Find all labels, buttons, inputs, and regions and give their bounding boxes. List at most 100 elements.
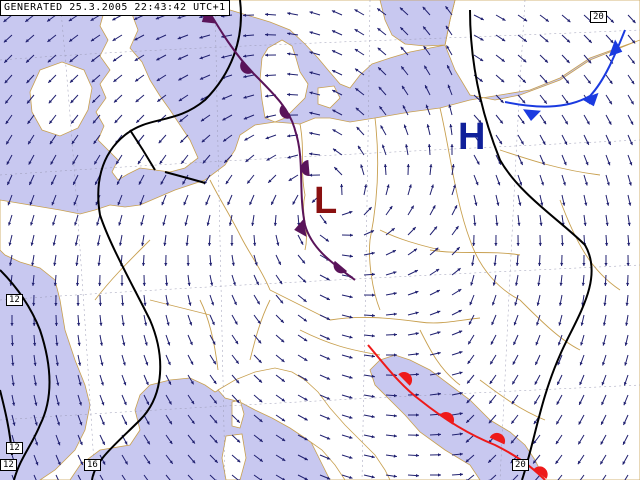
wind-arrow	[489, 374, 497, 385]
wind-arrow	[287, 32, 299, 36]
wind-arrow	[539, 134, 546, 145]
wind-arrow	[231, 274, 236, 286]
wind-arrow	[50, 154, 57, 165]
wind-arrow	[165, 454, 174, 465]
wind-arrow	[121, 454, 129, 465]
wind-arrow	[605, 194, 610, 206]
wind-arrow	[199, 54, 211, 60]
wind-arrow	[187, 314, 193, 326]
wind-arrow	[209, 294, 214, 306]
wind-arrow	[69, 54, 79, 63]
wind-arrow	[471, 254, 475, 266]
wind-arrow	[538, 234, 542, 247]
wind-arrows	[3, 5, 636, 480]
wind-arrow	[341, 394, 353, 399]
wind-arrow	[187, 374, 195, 385]
wind-arrow	[426, 124, 431, 136]
wind-arrow	[605, 74, 613, 85]
wind-arrow	[54, 294, 58, 307]
wind-arrow	[354, 28, 365, 36]
wind-arrow	[11, 374, 15, 386]
isobar-value-label: 20	[512, 459, 529, 471]
wind-arrow	[46, 14, 57, 22]
wind-arrow	[580, 314, 585, 326]
wind-arrow	[406, 163, 410, 176]
wind-arrow	[231, 434, 241, 443]
wind-arrow	[275, 454, 286, 462]
wind-arrow	[539, 74, 548, 84]
wind-arrow	[341, 334, 353, 339]
wind-arrow	[605, 234, 609, 247]
wind-arrow	[297, 254, 306, 264]
wind-arrow	[209, 334, 216, 345]
wind-arrow	[178, 94, 189, 102]
wind-arrow	[583, 34, 593, 44]
wind-arrow	[231, 354, 240, 365]
wind-arrow	[561, 94, 569, 105]
wind-arrow	[407, 453, 420, 457]
wind-arrow	[71, 134, 79, 145]
wind-arrow	[143, 394, 150, 406]
wind-arrow	[561, 34, 571, 43]
wind-arrow	[583, 74, 592, 85]
wind-arrow	[407, 290, 419, 296]
wind-arrow	[143, 314, 148, 326]
wind-arrow	[517, 14, 528, 22]
landmass-denmark	[259, 39, 309, 123]
wind-arrow	[187, 414, 195, 425]
front-triangle-symbol	[294, 219, 307, 237]
wind-arrow	[11, 414, 16, 426]
wind-arrow	[429, 226, 438, 236]
wind-arrow	[165, 434, 173, 445]
wind-arrow	[363, 374, 375, 378]
wind-arrow	[493, 254, 497, 266]
wind-arrow	[401, 85, 409, 96]
wind-arrow	[451, 330, 463, 336]
wind-arrow	[117, 194, 123, 206]
wind-arrow	[275, 254, 282, 266]
wind-arrow	[578, 394, 585, 406]
wind-arrow	[205, 194, 211, 206]
wind-arrow	[626, 274, 630, 287]
wind-arrow	[91, 94, 101, 104]
wind-arrow	[253, 294, 261, 305]
wind-arrow	[605, 114, 612, 125]
wind-arrow	[121, 354, 126, 366]
wind-arrow	[177, 54, 189, 60]
wind-arrow	[468, 314, 475, 326]
wind-arrow	[113, 74, 123, 83]
high-pressure-label: H	[458, 116, 486, 158]
wind-arrow	[495, 194, 500, 206]
wind-arrow	[243, 94, 255, 99]
wind-arrow	[165, 374, 172, 386]
wind-arrow	[535, 334, 541, 346]
wind-arrow	[511, 394, 519, 405]
front-triangle-symbol	[608, 39, 623, 57]
wind-arrow	[403, 124, 409, 136]
wind-arrow	[363, 230, 375, 236]
wind-arrow	[26, 94, 35, 104]
wind-arrow	[627, 234, 631, 247]
wind-arrow	[93, 154, 101, 165]
wind-arrow	[465, 454, 475, 463]
wind-arrow	[207, 234, 212, 247]
wind-arrow	[135, 114, 145, 124]
wind-arrow	[579, 474, 585, 480]
wind-arrow	[331, 49, 343, 56]
wind-arrow	[231, 394, 240, 404]
wind-arrow	[72, 174, 79, 186]
graticule-line	[499, 0, 526, 480]
wind-arrow	[319, 294, 331, 301]
wind-arrow	[363, 272, 376, 276]
wind-arrow	[622, 434, 629, 446]
wind-arrow	[340, 183, 344, 196]
wind-arrow	[143, 454, 151, 465]
wind-arrow	[309, 152, 321, 156]
wind-arrow	[579, 374, 585, 386]
wind-arrow	[137, 154, 145, 165]
wind-arrow	[33, 474, 37, 480]
wind-arrow	[76, 294, 80, 307]
wind-arrow	[77, 374, 82, 386]
wind-arrow	[385, 292, 397, 296]
wind-arrow	[407, 184, 412, 196]
